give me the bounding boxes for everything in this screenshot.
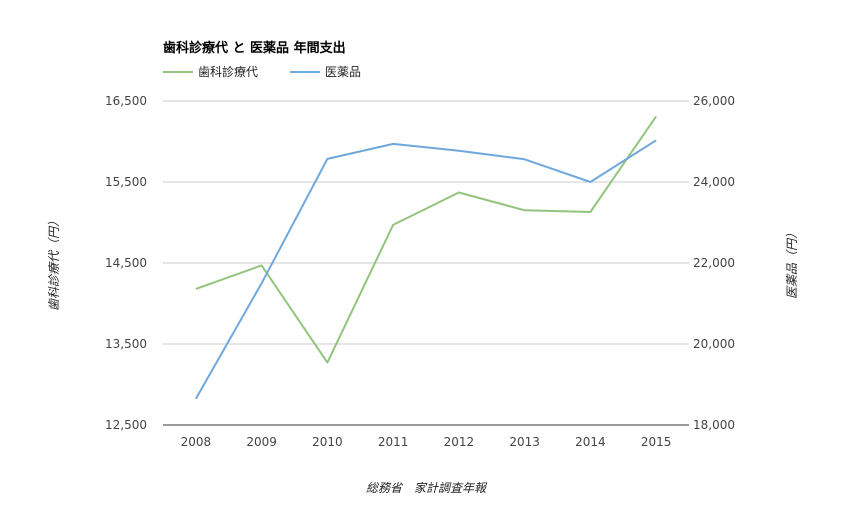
series-line-dental — [195, 115, 657, 364]
x-tick-label: 2014 — [575, 435, 606, 449]
left-tick-label: 14,500 — [105, 256, 147, 270]
right-axis-title: 医薬品（円） — [785, 227, 799, 299]
x-tick-label: 2015 — [641, 435, 672, 449]
legend: 歯科診療代 医薬品 — [163, 64, 361, 79]
left-tick-label: 16,500 — [105, 94, 147, 108]
gridlines — [163, 100, 689, 426]
source-note: 総務省 家計調査年報 — [366, 481, 488, 495]
right-axis-ticks: 18,000 20,000 22,000 24,000 26,000 — [693, 94, 735, 432]
left-tick-label: 15,500 — [105, 175, 147, 189]
x-tick-label: 2013 — [509, 435, 540, 449]
left-axis-title: 歯科診療代（円） — [47, 215, 61, 311]
series-line-medicine — [195, 139, 657, 400]
series-lines — [195, 115, 657, 400]
left-tick-label: 12,500 — [105, 418, 147, 432]
right-tick-label: 18,000 — [693, 418, 735, 432]
x-tick-label: 2011 — [378, 435, 409, 449]
x-tick-label: 2010 — [312, 435, 343, 449]
right-tick-label: 24,000 — [693, 175, 735, 189]
right-tick-label: 26,000 — [693, 94, 735, 108]
x-tick-label: 2012 — [444, 435, 475, 449]
x-axis-ticks: 2008 2009 2010 2011 2012 2013 2014 2015 — [181, 435, 672, 449]
legend-label-dental: 歯科診療代 — [198, 64, 258, 79]
left-axis-ticks: 12,500 13,500 14,500 15,500 16,500 — [105, 94, 147, 432]
right-tick-label: 20,000 — [693, 337, 735, 351]
x-tick-label: 2009 — [246, 435, 277, 449]
left-tick-label: 13,500 — [105, 337, 147, 351]
chart-title: 歯科診療代 と 医薬品 年間支出 — [163, 40, 346, 56]
right-tick-label: 22,000 — [693, 256, 735, 270]
legend-label-medicine: 医薬品 — [325, 65, 361, 79]
x-tick-label: 2008 — [181, 435, 212, 449]
